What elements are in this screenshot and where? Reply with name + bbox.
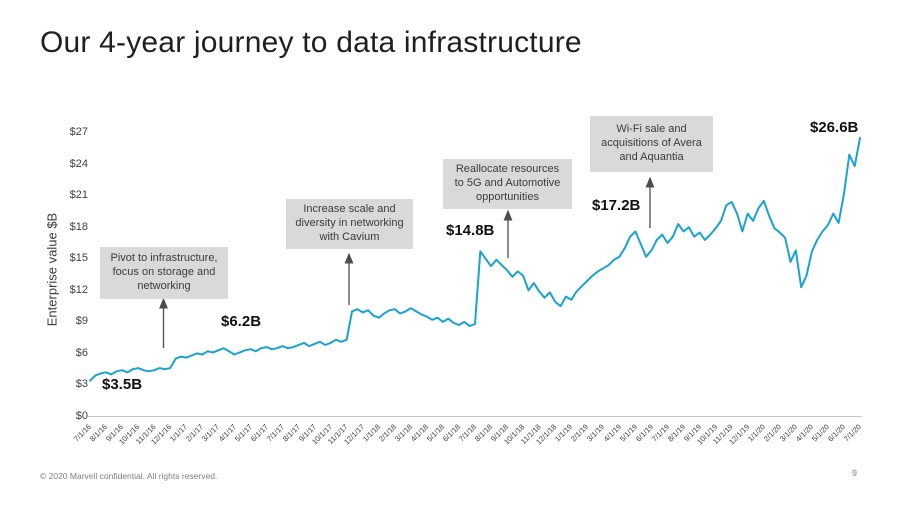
- value-label-17-2b: $17.2B: [592, 197, 641, 214]
- value-label-6-2b: $6.2B: [221, 313, 262, 330]
- enterprise-value-line: [89, 136, 861, 382]
- y-axis-tick-label: $9: [75, 315, 88, 328]
- y-axis-tick-label: $6: [75, 346, 88, 359]
- callout-text: Wi-Fi sale and acquisitions of Avera and…: [601, 123, 702, 163]
- callout-text: Reallocate resources to 5G and Automotiv…: [454, 163, 561, 203]
- annotation-arrow: [159, 297, 168, 348]
- y-axis-title: Enterprise value $B: [44, 212, 60, 327]
- annotation-arrow: [645, 176, 655, 228]
- callout-5g-automotive: Reallocate resources to 5G and Automotiv…: [443, 159, 572, 209]
- value-label-26-6b: $26.6B: [810, 119, 859, 136]
- callout-cavium: Increase scale and diversity in networki…: [286, 199, 413, 249]
- annotation-arrow: [344, 252, 354, 305]
- y-axis-tick-label: $3: [75, 378, 88, 391]
- y-axis-tick-label: $18: [69, 220, 88, 233]
- annotation-arrow: [503, 209, 513, 258]
- callout-text: Increase scale and diversity in networki…: [295, 203, 404, 243]
- y-axis-tick-label: $27: [69, 126, 88, 139]
- callout-wifi-avera-aquantia: Wi-Fi sale and acquisitions of Avera and…: [590, 116, 713, 172]
- y-axis-tick-label: $0: [75, 410, 88, 422]
- y-axis-tick-label: $15: [69, 252, 88, 265]
- value-label-14-8b: $14.8B: [446, 222, 495, 239]
- callout-text: Pivot to infrastructure, focus on storag…: [110, 252, 218, 292]
- slide-title: Our 4-year journey to data infrastructur…: [40, 26, 582, 59]
- y-axis-tick-label: $21: [69, 189, 88, 202]
- y-axis-tick-label: $24: [69, 157, 88, 170]
- footer-copyright: © 2020 Marvell confidential. All rights …: [40, 471, 218, 481]
- page-number: 9: [852, 468, 858, 478]
- y-axis-tick-label: $12: [69, 283, 88, 296]
- value-label-3-5b: $3.5B: [102, 376, 143, 393]
- callout-pivot-infrastructure: Pivot to infrastructure, focus on storag…: [100, 247, 228, 299]
